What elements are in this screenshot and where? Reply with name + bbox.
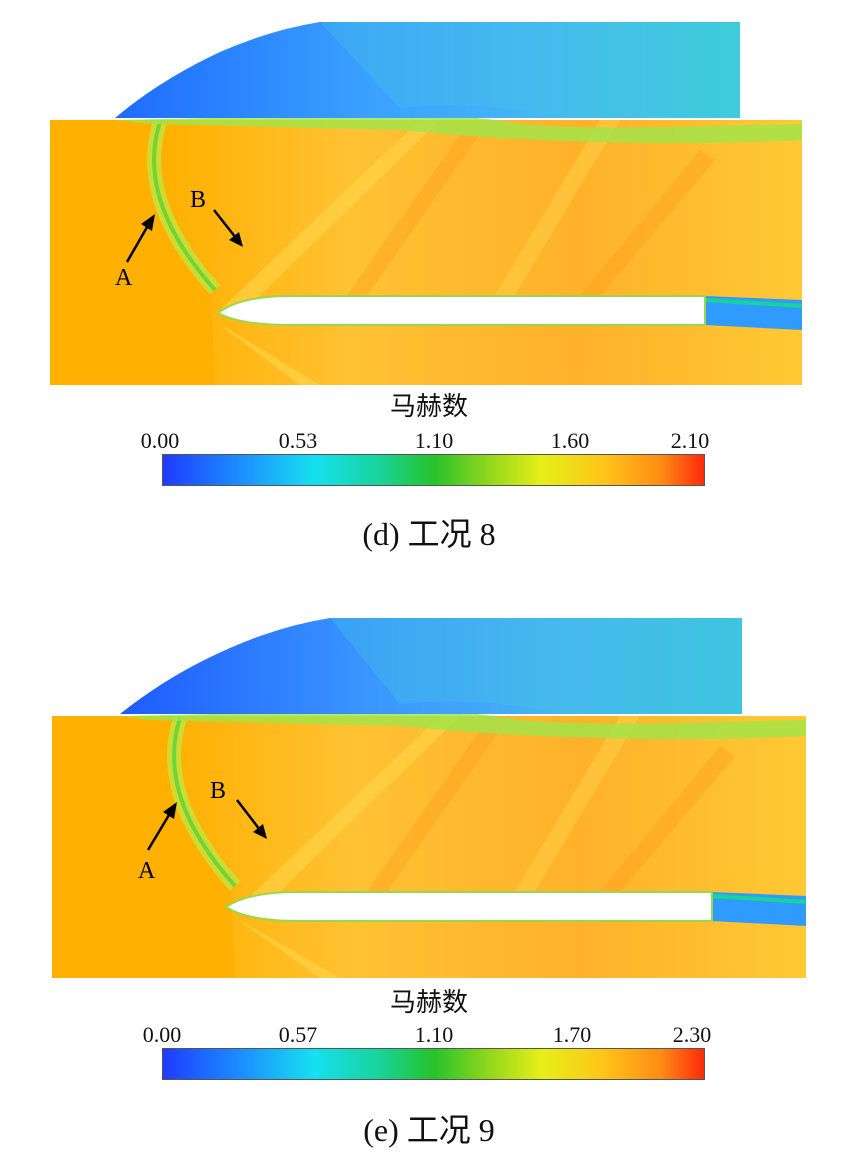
colorbar-e <box>162 1048 705 1080</box>
label-b: B <box>210 778 226 804</box>
figure-panel-d: A B 马赫数 0.00 0.53 1.10 1.60 2.10 (d) 工况 … <box>50 22 803 552</box>
tick-e-2: 1.10 <box>414 1022 454 1047</box>
caption-e: (e) 工况 9 <box>363 1112 495 1148</box>
arrow-b-head <box>229 232 243 247</box>
figure-panel-e: A B 马赫数 0.00 0.57 1.10 1.70 2.30 (e) 工况 … <box>0 586 858 1172</box>
tick-d-2: 1.10 <box>414 428 454 453</box>
tick-e-1: 0.57 <box>278 1022 318 1047</box>
tick-d-3: 1.60 <box>550 428 590 453</box>
arrow-b-head <box>253 824 267 839</box>
arrow-a-head <box>141 214 155 231</box>
tick-e-0: 0.00 <box>142 1022 182 1047</box>
arrow-a-line <box>125 221 152 263</box>
label-a: A <box>115 265 133 291</box>
label-b: B <box>190 187 206 213</box>
mach-contour-plot-d: A B <box>50 22 803 385</box>
mach-contour-plot-e: A B <box>52 618 807 978</box>
arrow-a-line <box>146 809 174 851</box>
colorbar-d <box>162 454 705 486</box>
tick-e-3: 1.70 <box>552 1022 592 1047</box>
arrow-b-line <box>213 209 237 239</box>
caption-d: (d) 工况 8 <box>362 516 496 552</box>
tick-d-4: 2.10 <box>670 428 710 453</box>
arrow-a-head <box>163 802 177 819</box>
arrow-b-line <box>236 799 261 831</box>
colorbar-ticks-e: 0.00 0.57 1.10 1.70 2.30 <box>120 1022 740 1048</box>
legend-title-e: 马赫数 <box>389 988 468 1017</box>
tick-e-4: 2.30 <box>672 1022 712 1047</box>
legend-title-d: 马赫数 <box>389 392 468 421</box>
tick-d-0: 0.00 <box>140 428 180 453</box>
colorbar-ticks-d: 0.00 0.53 1.10 1.60 2.10 <box>120 428 740 454</box>
tick-d-1: 0.53 <box>278 428 318 453</box>
label-a: A <box>138 858 156 884</box>
